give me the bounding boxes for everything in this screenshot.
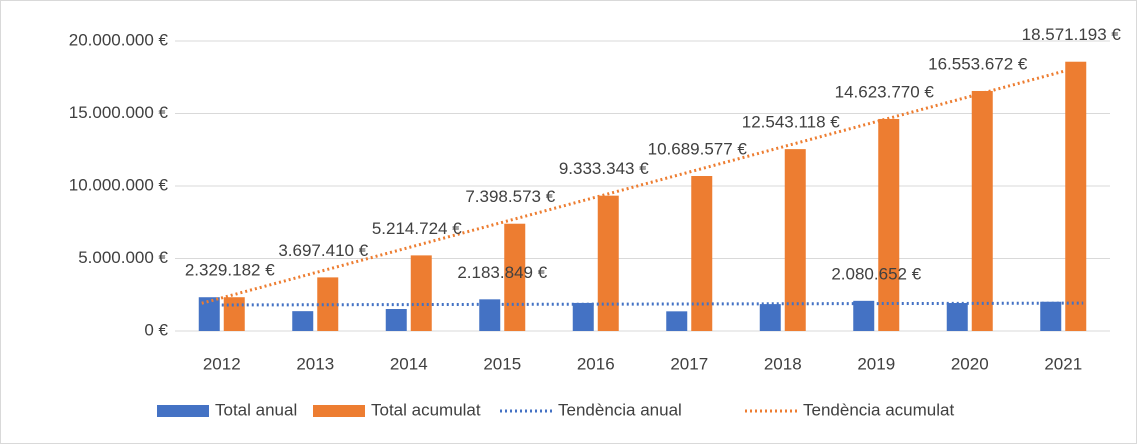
bar: [759, 304, 781, 331]
x-tick-label: 2012: [203, 354, 241, 373]
data-label: 2.183.849 €: [457, 263, 547, 282]
data-label: 18.571.193 €: [1022, 25, 1122, 44]
legend-swatch: [313, 405, 365, 417]
legend-label: Total anual: [215, 400, 297, 419]
y-tick-label: 10.000.000 €: [69, 175, 169, 194]
trend-line: [201, 301, 1084, 307]
bar: [946, 303, 968, 331]
bar: [385, 308, 407, 331]
bar: [198, 297, 220, 331]
bar: [292, 311, 314, 331]
data-label: 14.623.770 €: [835, 82, 935, 101]
data-label: 16.553.672 €: [928, 54, 1028, 73]
data-label: 7.398.573 €: [465, 187, 555, 206]
bar: [223, 297, 245, 331]
data-label: 2.329.182 €: [185, 261, 275, 280]
bar: [691, 176, 713, 331]
x-tick-label: 2018: [764, 354, 802, 373]
y-tick-label: 0 €: [144, 320, 168, 339]
trend-line: [201, 64, 1084, 305]
bar: [504, 223, 526, 331]
x-tick-label: 2016: [577, 354, 615, 373]
x-tick-label: 2014: [390, 354, 428, 373]
legend-swatch: [157, 405, 209, 417]
bar: [410, 255, 432, 331]
bar: [971, 90, 993, 331]
data-label: 5.214.724 €: [372, 219, 462, 238]
bar: [479, 299, 501, 331]
x-tick-label: 2020: [951, 354, 989, 373]
data-label: 10.689.577 €: [648, 139, 748, 158]
legend-label: Total acumulat: [371, 400, 481, 419]
x-tick-label: 2021: [1044, 354, 1082, 373]
y-tick-label: 15.000.000 €: [69, 103, 169, 122]
y-tick-label: 5.000.000 €: [78, 248, 168, 267]
y-tick-label: 20.000.000 €: [69, 30, 169, 49]
x-tick-label: 2019: [857, 354, 895, 373]
bar: [597, 195, 619, 331]
legend-label: Tendència acumulat: [803, 400, 954, 419]
x-tick-label: 2015: [483, 354, 521, 373]
bar: [572, 302, 594, 331]
legend-label: Tendència anual: [558, 400, 682, 419]
data-label: 2.080.652 €: [831, 264, 921, 283]
bar: [784, 149, 806, 331]
bar: [1065, 61, 1087, 331]
bar: [1040, 301, 1062, 331]
bar: [666, 311, 688, 331]
x-tick-label: 2017: [670, 354, 708, 373]
x-tick-label: 2013: [296, 354, 334, 373]
bar: [878, 118, 900, 331]
data-label: 12.543.118 €: [742, 113, 841, 132]
data-label: 9.333.343 €: [559, 159, 649, 178]
bar: [853, 300, 875, 331]
data-label: 3.697.410 €: [278, 241, 368, 260]
